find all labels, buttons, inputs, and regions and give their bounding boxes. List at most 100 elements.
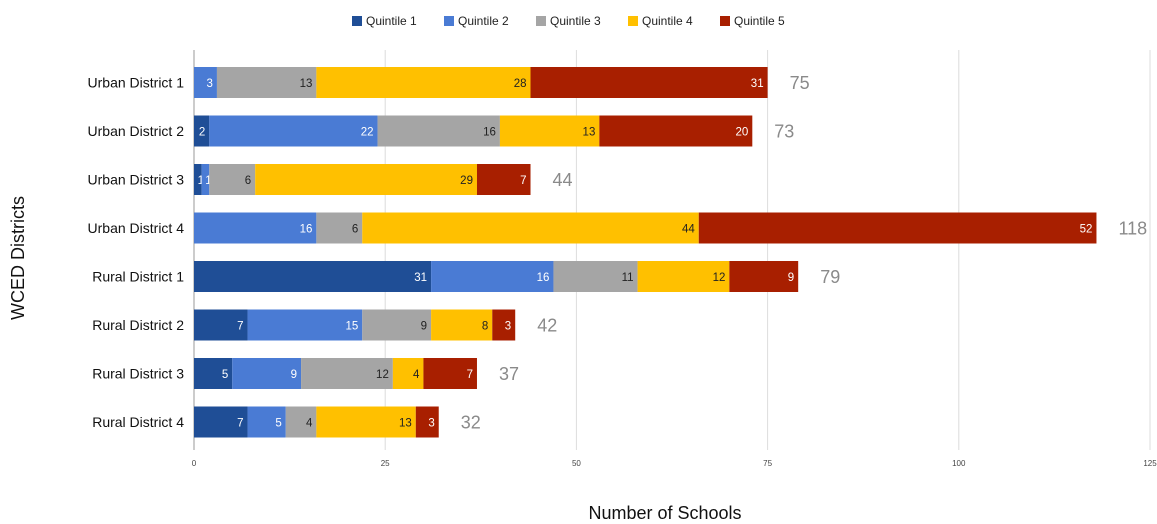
bar-segment [194,309,248,341]
bar-total-label: 42 [537,316,557,336]
bar-total-label: 118 [1118,219,1147,239]
segment-value-label: 3 [505,321,511,333]
y-axis-title: WCED Districts [8,196,28,320]
bar-segment [362,212,699,244]
segment-value-label: 13 [583,127,596,139]
segment-value-label: 1 [198,175,204,187]
category-label: Urban District 2 [88,123,185,139]
category-label: Rural District 1 [92,269,184,285]
legend-label: Quintile 4 [642,14,693,28]
x-tick-label: 75 [763,459,772,468]
segment-value-label: 7 [467,369,473,381]
segment-value-label: 31 [414,272,427,284]
bar-segment [301,358,393,389]
segment-value-label: 3 [428,418,434,430]
x-tick-label: 0 [192,459,197,468]
legend-label: Quintile 1 [366,14,417,28]
segment-value-label: 16 [300,224,313,236]
bar-segment [247,406,286,438]
legend-swatch [444,16,454,26]
bar-total-label: 75 [790,73,810,93]
segment-value-label: 3 [207,78,213,90]
bar-segment [194,406,248,438]
segment-value-label: 22 [361,127,374,139]
segment-value-label: 5 [222,369,228,381]
segment-value-label: 13 [399,418,412,430]
category-label: Urban District 3 [88,172,185,188]
legend: Quintile 1 Quintile 2 Quintile 3 Quintile 4… [352,14,785,28]
segment-value-label: 20 [736,127,749,139]
bar-segment [729,261,799,292]
segment-value-label: 29 [460,175,473,187]
segment-value-label: 12 [376,369,389,381]
segment-value-label: 9 [421,321,427,333]
segment-value-label: 6 [245,175,251,187]
bar-total-label: 79 [820,267,840,287]
segment-value-label: 16 [483,127,496,139]
legend-swatch [720,16,730,26]
segment-value-label: 52 [1080,224,1093,236]
bar-segment [423,358,477,389]
bar-segment [194,358,233,389]
bar-segment [209,164,256,195]
bar-segment [316,406,416,438]
segment-value-label: 4 [306,418,313,430]
category-label: Rural District 2 [92,317,184,333]
bar-segment [599,115,753,147]
category-label: Rural District 4 [92,414,184,430]
legend-swatch [352,16,362,26]
category-label: Urban District 1 [88,75,185,91]
segment-value-label: 7 [237,418,243,430]
x-axis-title: Number of Schools [588,503,741,523]
bar-segment [194,115,210,147]
category-label: Urban District 4 [88,220,185,236]
x-tick-label: 125 [1143,459,1157,468]
x-tick-label: 50 [572,459,581,468]
x-tick-labels: 0 25 50 75 100 125 [192,459,1157,468]
bar-segment [232,358,302,389]
segment-value-label: 4 [413,369,420,381]
bar-total-label: 73 [774,122,794,142]
legend-label: Quintile 2 [458,14,509,28]
bar-segment [392,358,424,389]
segment-value-label: 9 [788,272,794,284]
bar-segment [285,406,317,438]
x-tick-label: 25 [381,459,390,468]
bar-segment [698,212,1097,244]
segment-value-label: 6 [352,224,358,236]
bar-segment [194,67,217,98]
x-tick-label: 100 [952,459,966,468]
bar-segment [255,164,477,195]
segment-value-label: 9 [291,369,297,381]
legend-label: Quintile 5 [734,14,785,28]
bar-segment [201,164,210,195]
segment-value-label: 8 [482,321,488,333]
segment-value-label: 1 [205,175,211,187]
bar-segment [431,309,493,341]
segment-value-label: 31 [751,78,764,90]
bar-segment [499,115,600,147]
bar-segment [216,67,317,98]
segment-value-label: 28 [514,78,527,90]
bar-total-label: 32 [461,413,481,433]
segment-value-label: 7 [237,321,243,333]
segment-value-label: 11 [622,272,634,284]
segment-value-label: 5 [275,418,281,430]
legend-swatch [536,16,546,26]
bar-segment [316,212,363,244]
gridlines [193,50,1151,450]
segment-value-label: 13 [300,78,313,90]
bar-segment [415,406,439,438]
legend-swatch [628,16,638,26]
bar-total-label: 44 [553,170,573,190]
segment-value-label: 12 [713,272,726,284]
legend-label: Quintile 3 [550,14,601,28]
bar-segment [209,115,378,147]
bar-segment [553,261,638,292]
segment-value-label: 44 [682,224,695,236]
bar-segment [194,261,432,292]
segment-value-label: 15 [345,321,358,333]
category-labels: Urban District 1 Urban District 2 Urban Di… [88,75,185,431]
bar-segment [362,309,432,341]
